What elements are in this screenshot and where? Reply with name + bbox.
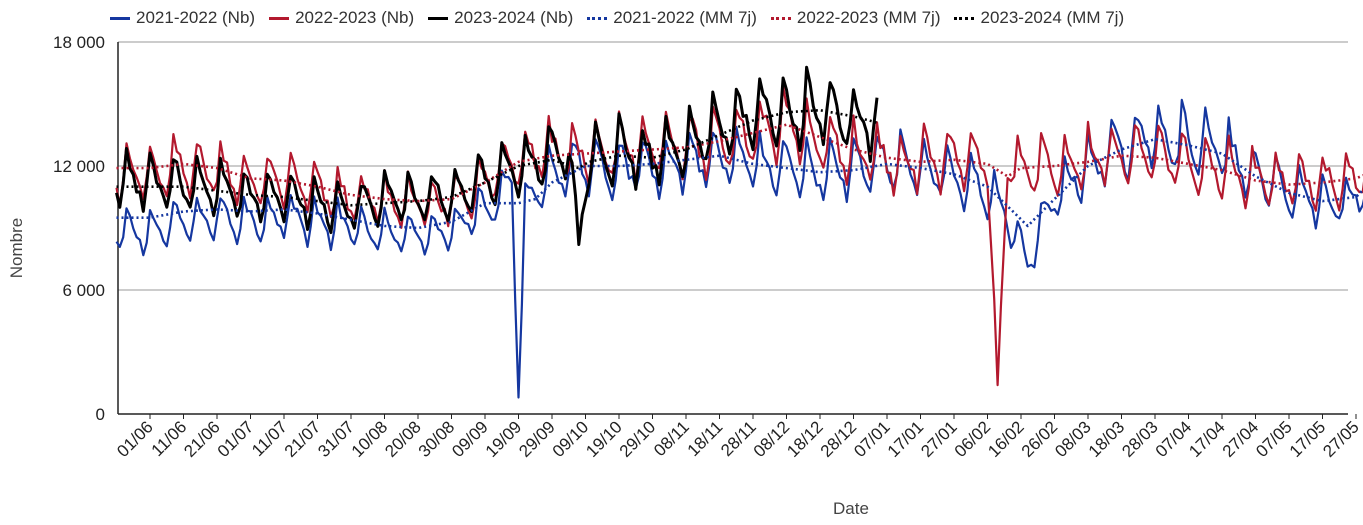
series-line-4 [117, 125, 1363, 201]
x-tick-label: 27/01 [917, 417, 961, 461]
x-axis-title: Date [833, 499, 869, 518]
x-tick-label: 29/10 [616, 417, 660, 461]
x-tick-label: 06/02 [951, 417, 995, 461]
legend-label: 2021-2022 (MM 7j) [613, 8, 757, 28]
x-tick-label: 17/05 [1286, 417, 1330, 461]
x-tick-label: 28/11 [717, 417, 760, 460]
legend-swatch [954, 17, 974, 20]
x-tick-label: 28/03 [1118, 417, 1162, 461]
legend: 2021-2022 (Nb) 2022-2023 (Nb) 2023-2024 (N… [110, 6, 1138, 30]
x-tick-label: 16/02 [984, 417, 1028, 461]
x-tick-label: 18/03 [1085, 417, 1129, 461]
x-tick-label: 08/12 [750, 417, 794, 461]
y-tick-label: 12 000 [53, 157, 105, 176]
series-line-3 [117, 139, 1363, 228]
legend-item[interactable]: 2021-2022 (MM 7j) [587, 8, 757, 28]
x-tick-label: 09/10 [549, 417, 593, 461]
legend-swatch [771, 17, 791, 20]
x-tick-label: 18/12 [783, 417, 827, 461]
x-tick-label: 27/04 [1219, 417, 1263, 461]
legend-item[interactable]: 2023-2024 (Nb) [428, 8, 573, 28]
x-tick-label: 26/02 [1018, 417, 1062, 461]
x-tick-label: 20/08 [381, 417, 425, 461]
x-tick-label: 31/07 [314, 417, 358, 461]
x-tick-label: 18/11 [684, 417, 727, 460]
x-tick-label: 29/09 [515, 417, 559, 461]
legend-label: 2023-2024 (MM 7j) [980, 8, 1124, 28]
legend-label: 2022-2023 (Nb) [295, 8, 414, 28]
legend-swatch [428, 17, 448, 20]
x-tick-label: 08/11 [650, 417, 693, 460]
legend-item[interactable]: 2022-2023 (Nb) [269, 8, 414, 28]
x-tick-label: 09/09 [448, 417, 492, 461]
y-axis-title: Nombre [7, 218, 26, 278]
x-tick-label: 07/01 [850, 417, 894, 461]
legend-label: 2022-2023 (MM 7j) [797, 8, 941, 28]
x-tick-label: 27/05 [1319, 417, 1363, 461]
x-tick-label: 21/07 [281, 417, 325, 461]
series-line-0 [117, 100, 1363, 398]
x-tick-label: 19/09 [482, 417, 526, 461]
y-tick-label: 0 [96, 405, 105, 424]
x-tick-label: 11/06 [148, 417, 191, 460]
x-tick-label: 07/05 [1252, 417, 1296, 461]
x-tick-label: 11/07 [248, 417, 291, 460]
x-tick-label: 21/06 [180, 417, 224, 461]
legend-swatch [587, 17, 607, 20]
x-tick-label: 01/06 [113, 417, 157, 461]
x-tick-label: 01/07 [214, 417, 258, 461]
x-tick-label: 17/04 [1185, 417, 1229, 461]
legend-item[interactable]: 2021-2022 (Nb) [110, 8, 255, 28]
x-tick-label: 07/04 [1152, 417, 1196, 461]
legend-label: 2023-2024 (Nb) [454, 8, 573, 28]
y-tick-label: 6 000 [62, 281, 105, 300]
x-tick-label: 17/01 [884, 417, 928, 461]
x-tick-label: 19/10 [582, 417, 626, 461]
x-tick-label: 08/03 [1051, 417, 1095, 461]
legend-item[interactable]: 2022-2023 (MM 7j) [771, 8, 941, 28]
x-tick-label: 30/08 [415, 417, 459, 461]
y-tick-label: 18 000 [53, 33, 105, 52]
series-line-1 [117, 86, 1363, 385]
legend-swatch [269, 17, 289, 20]
legend-item[interactable]: 2023-2024 (MM 7j) [954, 8, 1124, 28]
x-tick-label: 10/08 [348, 417, 392, 461]
legend-swatch [110, 17, 130, 20]
x-tick-label: 28/12 [817, 417, 861, 461]
legend-label: 2021-2022 (Nb) [136, 8, 255, 28]
